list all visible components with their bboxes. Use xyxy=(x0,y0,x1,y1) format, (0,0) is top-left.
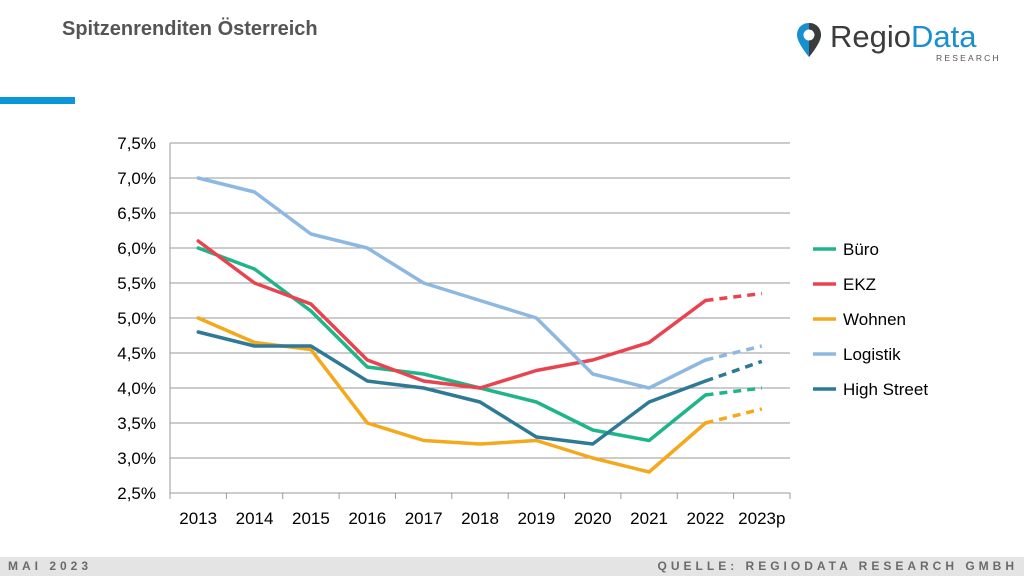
y-tick-label: 3,5% xyxy=(117,414,156,433)
series-forecast-line xyxy=(705,291,763,303)
series-line xyxy=(196,246,708,443)
y-tick-label: 2,5% xyxy=(117,484,156,503)
legend-label: Büro xyxy=(843,240,879,259)
logo-subtitle: RESEARCH xyxy=(936,53,1001,63)
y-tick-label: 7,5% xyxy=(117,134,156,153)
x-tick-label: 2020 xyxy=(574,509,612,528)
x-tick-label: 2019 xyxy=(517,509,555,528)
y-tick-label: 4,5% xyxy=(117,344,156,363)
logo-word-data: Data xyxy=(911,19,977,54)
logo-word-regio: Regio xyxy=(830,19,911,54)
legend-label: EKZ xyxy=(843,275,876,294)
page-title: Spitzenrenditen Österreich xyxy=(62,18,318,40)
y-tick-label: 3,0% xyxy=(117,449,156,468)
y-tick-label: 5,5% xyxy=(117,274,156,293)
series-line xyxy=(196,239,708,390)
footer-source: QUELLE: REGIODATA RESEARCH GMBH xyxy=(657,559,1018,573)
series-forecast-line xyxy=(704,359,763,383)
legend-label: High Street xyxy=(843,380,928,399)
y-tick-label: 4,0% xyxy=(117,379,156,398)
logo-wordmark: RegioData xyxy=(830,20,976,54)
y-tick-label: 6,5% xyxy=(117,204,156,223)
x-tick-label: 2016 xyxy=(348,509,386,528)
yield-line-chart: 2,5% 3,0% 3,5% 4,0% 4,5% 5,0% 5,5% 6,0% 6,5% 7,0%… xyxy=(117,134,928,528)
y-tick-label: 5,0% xyxy=(117,309,156,328)
location-pin-icon xyxy=(797,23,821,57)
x-tick-label: 2023p xyxy=(738,509,785,528)
series-forecast-line xyxy=(705,407,763,425)
y-tick-label: 7,0% xyxy=(117,169,156,188)
series-line xyxy=(196,176,708,390)
footer-date: MAI 2023 xyxy=(8,559,93,573)
x-tick-label: 2015 xyxy=(292,509,330,528)
x-tick-label: 2018 xyxy=(461,509,499,528)
x-tick-label: 2013 xyxy=(179,509,217,528)
x-tick-label: 2021 xyxy=(630,509,668,528)
series-line xyxy=(196,330,708,446)
legend-label: Wohnen xyxy=(843,310,906,329)
y-tick-label: 6,0% xyxy=(117,239,156,258)
x-tick-label: 2022 xyxy=(687,509,725,528)
legend-label: Logistik xyxy=(843,345,901,364)
x-tick-label: 2014 xyxy=(236,509,274,528)
accent-bar xyxy=(0,97,75,104)
series-forecast-line xyxy=(705,344,763,362)
x-tick-label: 2017 xyxy=(405,509,443,528)
series-forecast-line xyxy=(705,386,763,397)
footer-bar: MAI 2023 QUELLE: REGIODATA RESEARCH GMBH xyxy=(0,557,1024,576)
regiodata-logo: RegioData RESEARCH xyxy=(796,18,1006,68)
